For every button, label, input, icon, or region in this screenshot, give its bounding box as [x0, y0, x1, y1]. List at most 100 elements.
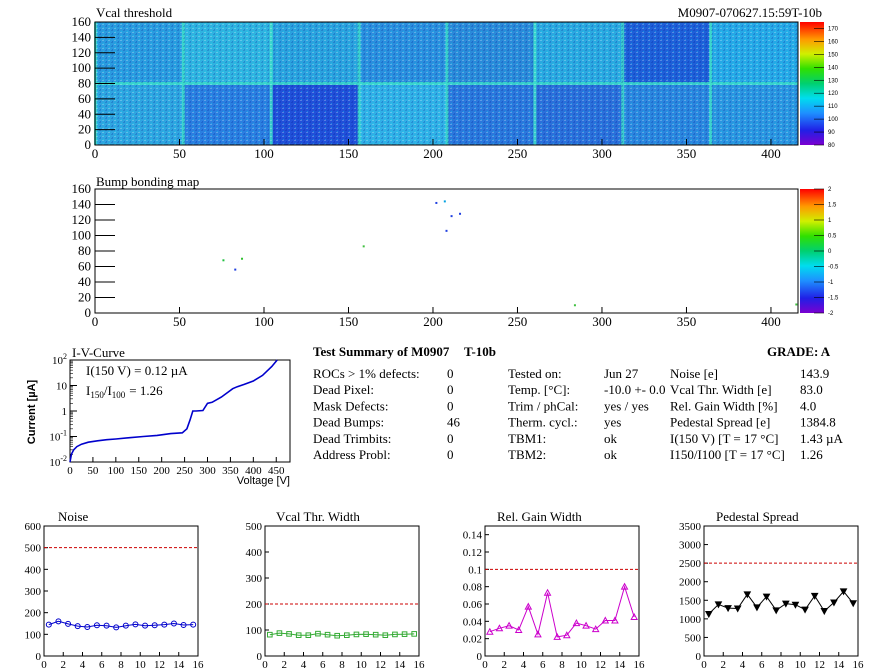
x-tick-label: 8 — [339, 659, 345, 671]
x-tick-label: 300 — [592, 314, 612, 329]
series-point — [84, 623, 91, 630]
summary-value: yes / yes — [604, 398, 649, 413]
iv-y-tick-label: 10-1 — [49, 429, 67, 444]
x-tick-label: 300 — [592, 146, 612, 161]
bump-bonding-title: Bump bonding map — [96, 174, 199, 189]
roc-plot-title: Rel. Gain Width — [497, 509, 582, 524]
z-tick-label: -0.5 — [828, 265, 839, 271]
series-line — [48, 620, 194, 628]
summary-value: 0 — [447, 447, 454, 462]
summary-value: 46 — [447, 415, 461, 430]
summary-label: Address Probl: — [313, 447, 391, 462]
summary-value: ok — [604, 447, 618, 462]
series-point — [122, 622, 129, 629]
y-tick-label: 160 — [72, 181, 92, 196]
x-tick-label: 100 — [254, 146, 274, 161]
roc-plot-pedestal-spread: Pedestal Spread 0 2 4 6 8 10 12 14 16 0 500 1000 1500… — [679, 509, 864, 671]
summary-label: Noise [e] — [670, 366, 718, 381]
roc-plot-frame — [43, 525, 199, 657]
series-point — [180, 622, 187, 629]
iv-x-tick-label: 450 — [268, 465, 285, 477]
dead-bump-point — [241, 257, 244, 260]
summary-value: yes — [604, 415, 621, 430]
x-tick-label: 10 — [576, 659, 588, 671]
z-tick-label: 120 — [828, 91, 839, 97]
series-point — [820, 608, 829, 616]
series-point — [74, 623, 81, 630]
series-point — [704, 611, 713, 619]
y-tick-label: 400 — [246, 547, 263, 559]
x-tick-label: 10 — [356, 659, 368, 671]
y-tick-label: 0 — [85, 137, 92, 152]
summary-col3: Noise [e] 143.9 Vcal Thr. Width [e] 83.0 Rel… — [670, 366, 843, 462]
heatmap-texture — [95, 22, 798, 145]
y-tick-label: 200 — [246, 599, 263, 611]
roc-plot-rel-gain-width: Rel. Gain Width 0 2 4 6 8 10 12 14 16 0 0.02 0.04 0.0… — [463, 509, 645, 671]
y-tick-label: 160 — [72, 14, 92, 29]
x-tick-label: 350 — [677, 314, 697, 329]
y-tick-label: 40 — [78, 274, 91, 289]
roc-plot-frame — [703, 525, 859, 657]
series-point — [382, 632, 389, 639]
x-tick-label: 150 — [339, 314, 359, 329]
series-point — [113, 624, 120, 631]
x-tick-label: 2 — [282, 659, 288, 671]
iv-curve-title: I-V-Curve — [72, 345, 125, 360]
series-point — [286, 631, 292, 637]
y-tick-label: 400 — [25, 564, 42, 576]
series-point — [411, 631, 417, 637]
summary-subtitle: T-10b — [464, 344, 496, 359]
y-tick-label: 120 — [72, 45, 92, 60]
x-tick-label: 4 — [301, 659, 307, 671]
y-tick-label: 0 — [696, 651, 702, 663]
y-tick-label: 0.02 — [463, 634, 482, 646]
iv-current-150: I(150 V) = 0.12 µA — [86, 363, 188, 378]
y-tick-label: 20 — [78, 290, 91, 305]
z-tick-label: 130 — [828, 78, 839, 84]
y-tick-label: 80 — [78, 243, 91, 258]
y-tick-label: 300 — [25, 586, 42, 598]
x-tick-label: 4 — [740, 659, 746, 671]
iv-x-tick-label: 250 — [176, 465, 193, 477]
iv-y-tick-label: 10-2 — [49, 454, 67, 469]
x-tick-label: 12 — [154, 659, 165, 671]
series-point — [485, 627, 494, 635]
y-tick-label: 0.06 — [463, 599, 483, 611]
z-tick-label: 170 — [828, 26, 839, 32]
y-tick-label: 200 — [25, 608, 42, 620]
iv-xlabel: Voltage [V] — [237, 475, 290, 487]
series-point — [93, 622, 100, 629]
iv-x-tick-label: 300 — [199, 465, 216, 477]
x-tick-label: 6 — [99, 659, 105, 671]
x-tick-label: 200 — [423, 146, 443, 161]
roc-plot-title: Pedestal Spread — [716, 509, 799, 524]
series-point — [553, 632, 562, 640]
y-tick-label: 500 — [246, 521, 263, 533]
x-tick-label: 14 — [833, 659, 845, 671]
series-point — [142, 622, 149, 629]
summary-title: Test Summary of M0907 — [313, 344, 450, 359]
x-tick-label: 2 — [721, 659, 727, 671]
series-point — [791, 601, 800, 609]
roc-plot-title: Noise — [58, 509, 89, 524]
series-point — [524, 602, 533, 610]
series-point — [315, 630, 321, 637]
series-point — [543, 588, 552, 596]
series-line — [489, 584, 635, 638]
vcal-threshold-title: Vcal threshold — [96, 5, 173, 20]
series-point — [630, 612, 639, 620]
summary-label: Pedestal Spread [e] — [670, 415, 770, 430]
series-point — [372, 631, 379, 638]
y-tick-label: 60 — [78, 259, 91, 274]
bump-frame — [94, 188, 799, 314]
x-tick-label: 0 — [41, 659, 47, 671]
x-tick-label: 4 — [521, 659, 527, 671]
series-point — [505, 621, 513, 629]
summary-value: 0 — [447, 382, 454, 397]
bump-axes: 0 50 100 150 200 250 300 350 4000204060801001201… — [72, 181, 781, 329]
test-summary: Test Summary of M0907 T-10b GRADE: A ROC… — [313, 344, 843, 462]
series-point — [762, 593, 771, 601]
iv-x-tick-label: 150 — [131, 465, 148, 477]
y-tick-label: 1500 — [679, 595, 702, 607]
